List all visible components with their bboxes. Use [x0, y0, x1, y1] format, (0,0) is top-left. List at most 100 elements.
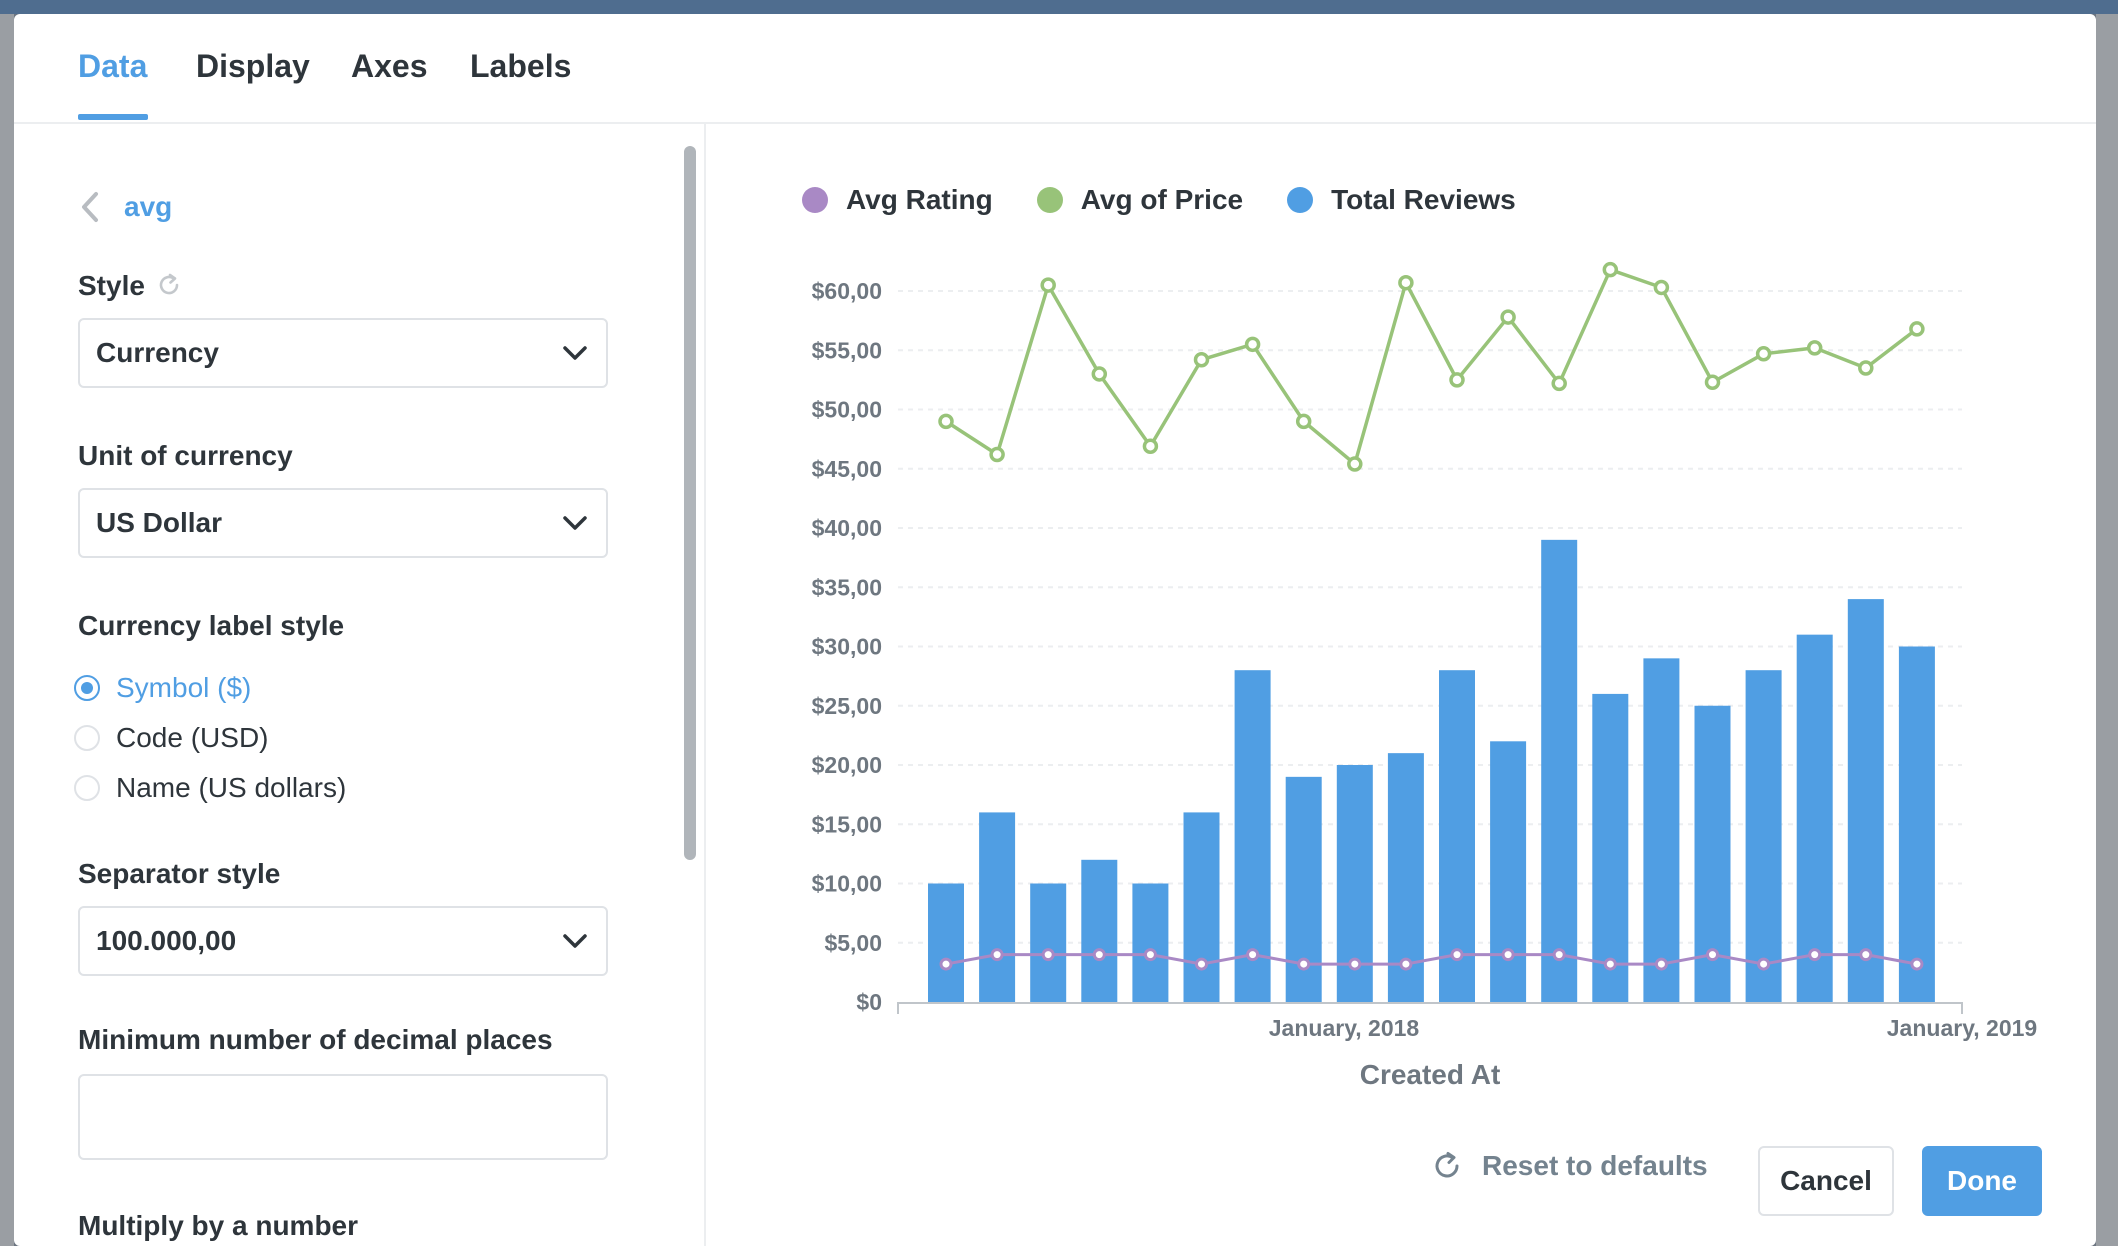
chevron-left-icon — [82, 192, 98, 222]
y-tick-label: $0 — [856, 989, 882, 1015]
legend-label: Avg Rating — [846, 184, 993, 215]
legend-swatch — [1036, 187, 1063, 213]
reset-style-icon[interactable] — [156, 272, 182, 298]
panel-scrollbar[interactable] — [684, 146, 696, 860]
radio-name-label: Name (US dollars) — [116, 772, 347, 803]
unit-of-currency-label: Unit of currency — [78, 440, 293, 471]
avg-rating-line — [945, 953, 1918, 966]
cancel-button[interactable]: Cancel — [1758, 1146, 1894, 1216]
bar-total-reviews — [1490, 741, 1527, 1002]
legend-item-total-reviews[interactable]: Total Reviews — [1287, 184, 1516, 216]
x-tick-label: January, 2018 — [1269, 1015, 1420, 1041]
avg-of-price-point — [1806, 340, 1823, 356]
column-formatting-panel: avg Style Currency Unit of currency US D… — [14, 124, 706, 1246]
radio-dot — [74, 775, 100, 801]
avg-of-price-point — [1142, 438, 1159, 454]
bar-total-reviews — [1030, 883, 1067, 1002]
avg-of-price-point — [1909, 321, 1925, 337]
combo-chart: $0 $5,00 $10,00 $15,00 $20,00 $25,00 $30,00 $35… — [812, 261, 2037, 1090]
min-decimals-input[interactable] — [78, 1074, 608, 1160]
back-label: avg — [124, 191, 173, 222]
chart-preview: Avg Rating Avg of Price Total Reviews $0… — [706, 124, 2096, 1246]
active-tab-indicator — [78, 114, 148, 120]
legend-swatch — [802, 187, 828, 213]
chevron-down-icon — [563, 934, 587, 948]
bar-total-reviews — [1745, 670, 1782, 1002]
y-tick-label: $50,00 — [812, 397, 882, 423]
avg-rating-point — [1910, 957, 1924, 971]
bar-total-reviews — [1643, 658, 1680, 1002]
bar-total-reviews — [979, 812, 1016, 1002]
avg-rating-point — [1246, 948, 1260, 962]
avg-rating-point — [1757, 957, 1771, 971]
avg-of-price-point — [1755, 346, 1772, 362]
avg-rating-point — [1808, 948, 1822, 962]
y-tick-label: $20,00 — [812, 752, 882, 778]
y-tick-label: $30,00 — [812, 634, 882, 660]
bar-total-reviews — [1081, 859, 1118, 1002]
done-button[interactable]: Done — [1922, 1146, 2042, 1216]
style-select[interactable]: Currency — [78, 318, 608, 388]
avg-of-price-point — [1653, 279, 1670, 296]
min-decimals-label: Minimum number of decimal places — [78, 1024, 553, 1055]
legend-label: Total Reviews — [1331, 184, 1516, 215]
avg-of-price-point — [1858, 360, 1874, 376]
separator-style-value: 100.000,00 — [96, 925, 237, 956]
y-tick-label: $45,00 — [812, 456, 882, 482]
y-tick-label: $60,00 — [812, 278, 882, 304]
chevron-down-icon — [563, 516, 587, 530]
legend-item-avg-rating[interactable]: Avg Rating — [802, 184, 993, 216]
bar-total-reviews — [1796, 634, 1833, 1002]
background-right-edge — [2096, 14, 2118, 1246]
bar-total-reviews — [1132, 883, 1169, 1002]
radio-name[interactable]: Name (US dollars) — [74, 772, 346, 804]
avg-of-price-line — [945, 267, 1918, 466]
separator-style-select[interactable]: 100.000,00 — [78, 906, 608, 976]
avg-rating-point — [1603, 957, 1617, 971]
chart-settings-modal: Data Display Axes Labels avg Style Curre… — [14, 14, 2096, 1246]
y-tick-label: $15,00 — [812, 811, 882, 837]
separator-style-label: Separator style — [78, 858, 281, 889]
radio-dot-selected — [74, 675, 100, 701]
avg-rating-point — [939, 957, 953, 971]
style-select-value: Currency — [96, 337, 219, 368]
y-tick-label: $40,00 — [812, 515, 882, 541]
bar-total-reviews — [928, 883, 964, 1002]
bar-total-reviews — [1592, 693, 1629, 1002]
tab-labels[interactable]: Labels — [470, 48, 572, 84]
tab-display[interactable]: Display — [196, 48, 310, 84]
unit-of-currency-value: US Dollar — [96, 507, 223, 538]
avg-rating-point — [1552, 948, 1566, 962]
avg-rating-point — [990, 948, 1004, 962]
multiply-label: Multiply by a number — [78, 1210, 359, 1241]
radio-code[interactable]: Code (USD) — [74, 722, 268, 754]
background-left-edge — [0, 14, 14, 1246]
background-header-strip — [0, 0, 2118, 14]
unit-of-currency-select[interactable]: US Dollar — [78, 488, 608, 558]
back-button[interactable]: avg — [78, 190, 172, 224]
radio-symbol[interactable]: Symbol ($) — [74, 672, 251, 704]
avg-rating-point — [1706, 948, 1719, 962]
tab-data[interactable]: Data — [78, 48, 148, 84]
settings-tabs: Data Display Axes Labels — [14, 14, 2096, 124]
currency-label-style-label: Currency label style — [78, 610, 345, 641]
avg-of-price-point — [1295, 413, 1312, 430]
reset-to-defaults-label: Reset to defaults — [1482, 1150, 1708, 1181]
reset-to-defaults-button[interactable]: Reset to defaults — [1432, 1150, 1708, 1182]
avg-rating-point — [1654, 957, 1668, 971]
tab-axes[interactable]: Axes — [351, 48, 428, 84]
chevron-down-icon — [563, 346, 587, 360]
legend-item-avg-price[interactable]: Avg of Price — [1036, 184, 1244, 216]
avg-rating-point — [1501, 948, 1515, 962]
bar-total-reviews — [1183, 812, 1220, 1002]
avg-rating-point — [1348, 957, 1362, 971]
bar-total-reviews — [1234, 670, 1271, 1002]
legend-label: Avg of Price — [1080, 184, 1244, 215]
bar-total-reviews — [1898, 646, 1935, 1002]
bar-total-reviews — [1847, 599, 1884, 1002]
avg-rating-point — [1041, 948, 1055, 962]
legend-swatch — [1287, 187, 1314, 213]
avg-of-price-point — [1449, 372, 1465, 388]
radio-code-label: Code (USD) — [116, 722, 269, 753]
radio-symbol-label: Symbol ($) — [116, 672, 252, 703]
